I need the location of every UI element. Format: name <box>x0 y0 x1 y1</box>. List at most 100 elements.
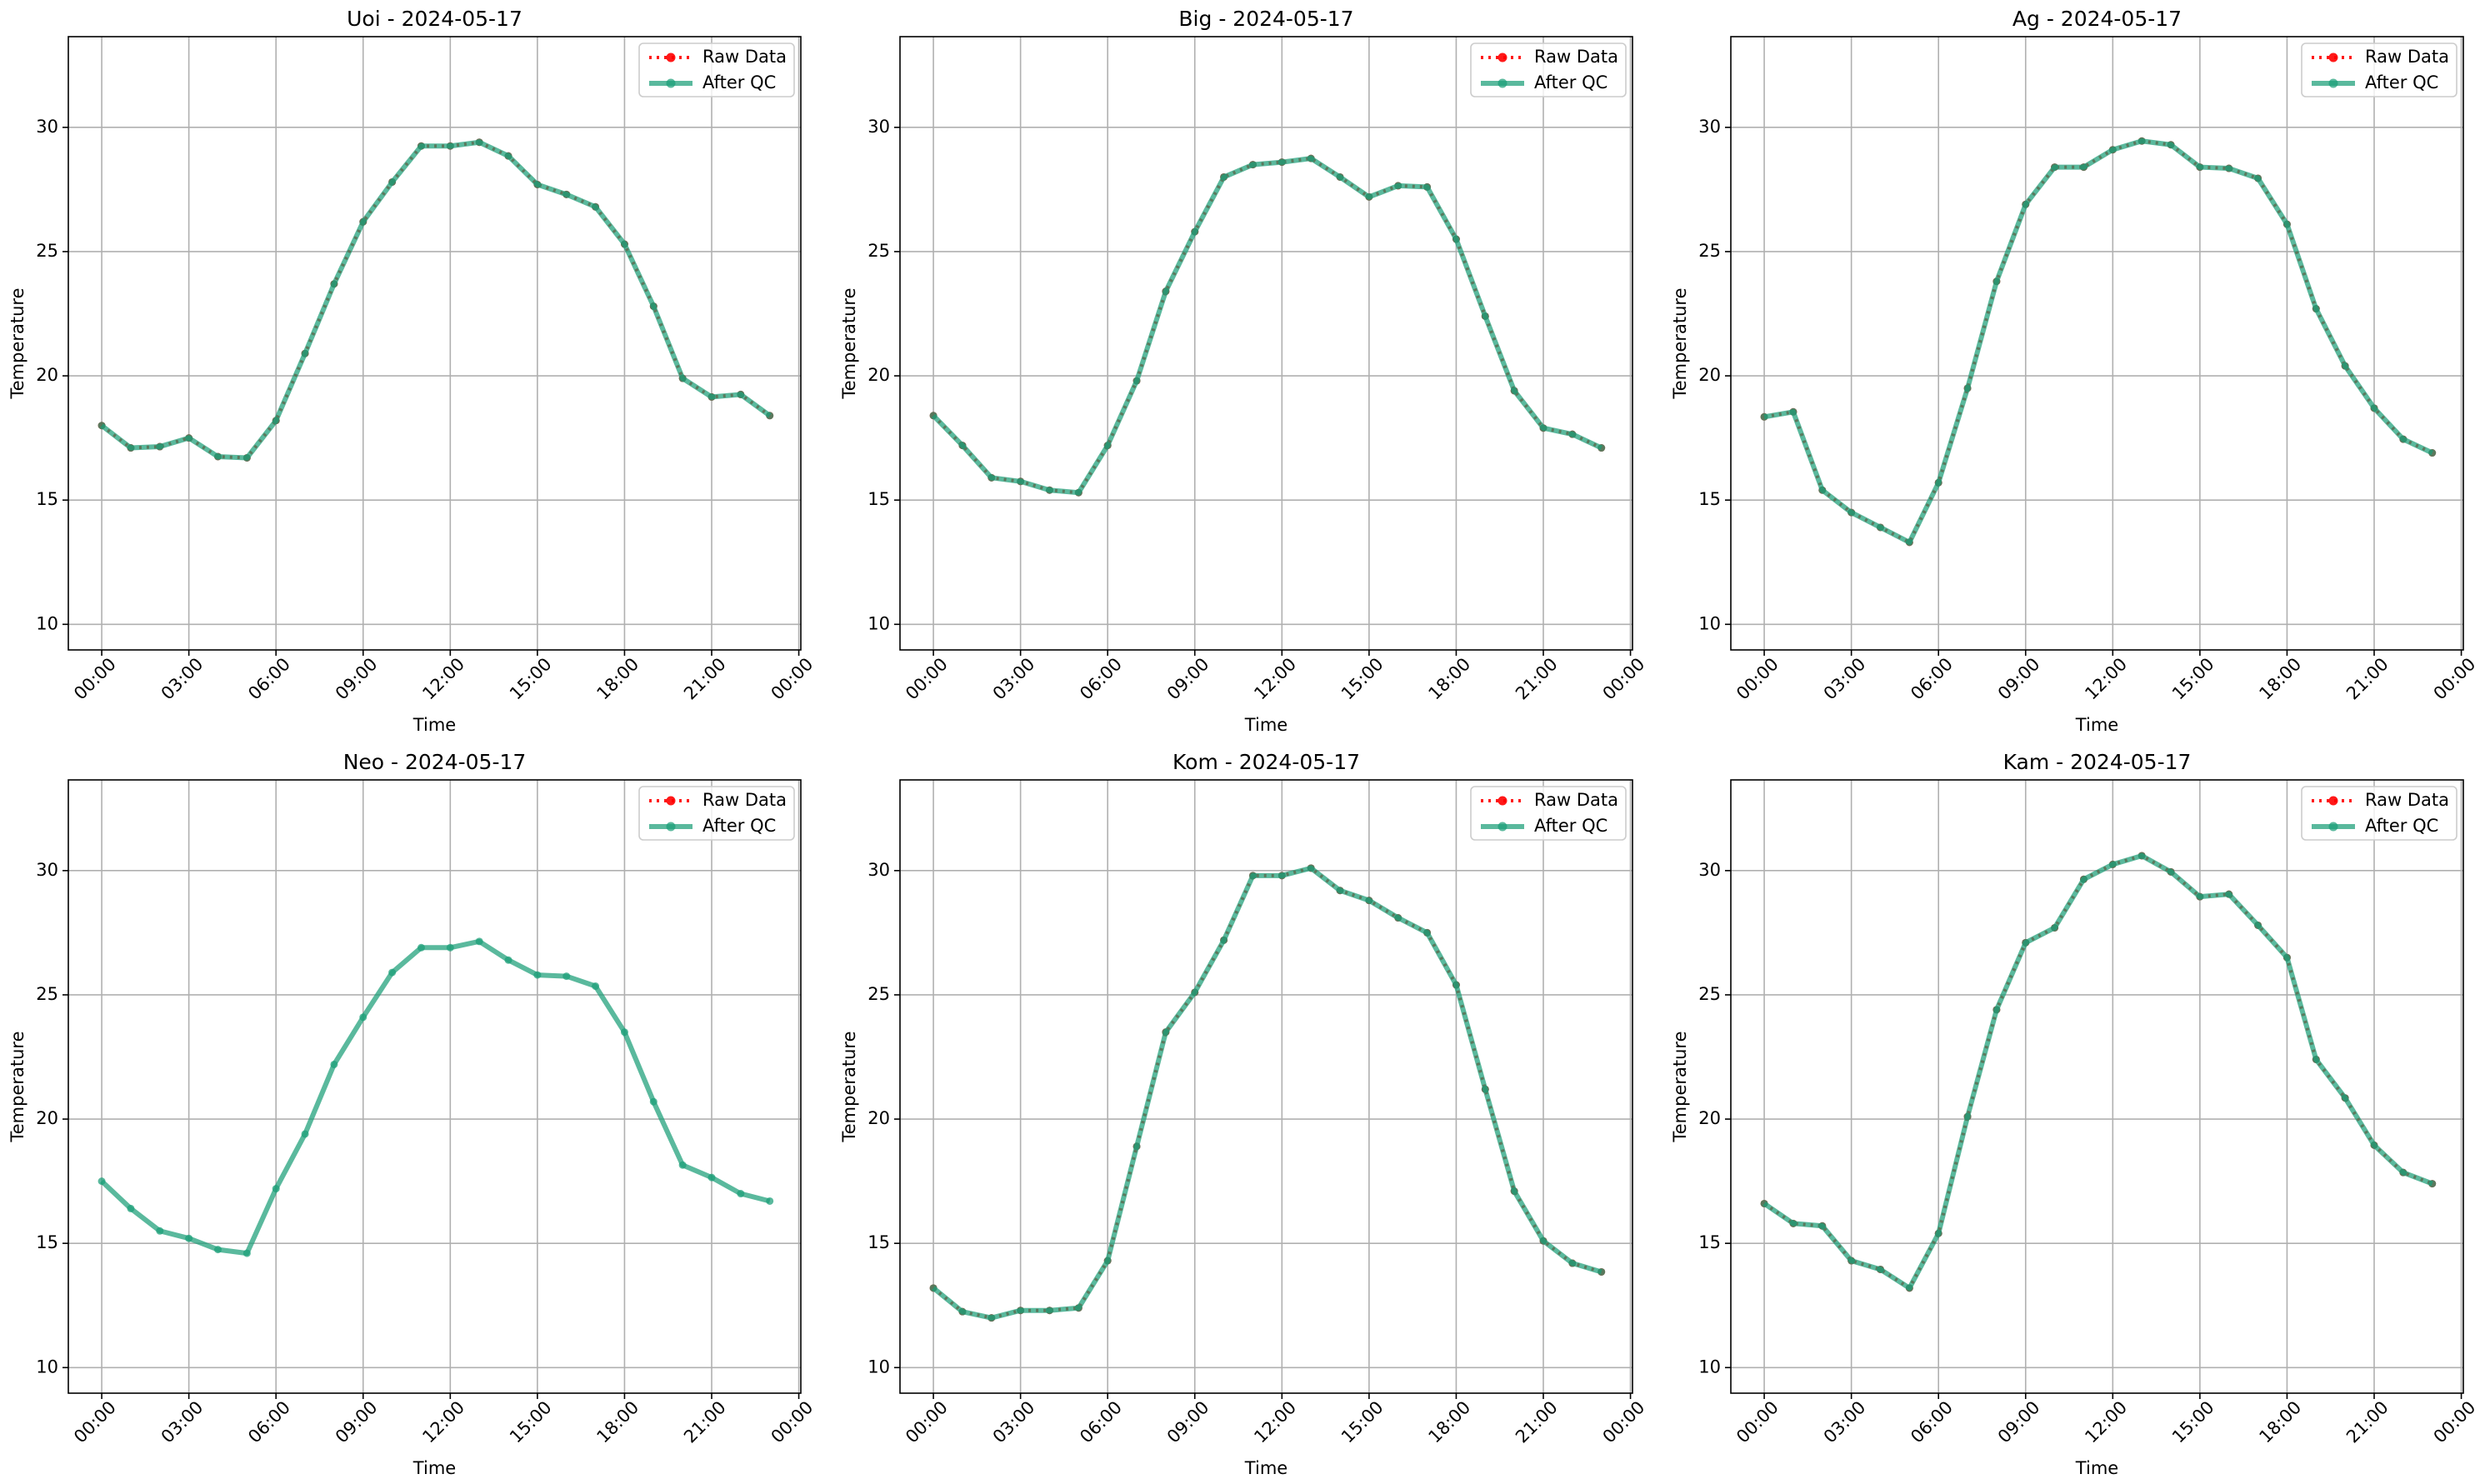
x-tick-label: 06:00 <box>244 654 294 704</box>
y-tick-label: 15 <box>1698 1232 1721 1252</box>
x-tick-label: 15:00 <box>1338 1397 1388 1447</box>
x-axis-label: Time <box>1244 715 1288 735</box>
x-tick-label: 12:00 <box>2081 654 2131 704</box>
point <box>2341 362 2349 370</box>
point <box>1248 161 1257 169</box>
y-tick-label: 10 <box>1698 613 1721 633</box>
point <box>2370 404 2378 412</box>
point <box>2428 449 2437 457</box>
point <box>213 452 222 461</box>
point <box>1278 872 1286 880</box>
x-tick-label: 06:00 <box>1907 1397 1957 1447</box>
point <box>1074 1304 1082 1312</box>
point <box>185 1234 193 1242</box>
y-axis-label: Temperature <box>1670 287 1690 399</box>
point <box>1336 887 1344 895</box>
legend-label: Raw Data <box>1534 790 1618 810</box>
x-axis-label: Time <box>412 1458 456 1478</box>
plot-area <box>1731 780 2463 1393</box>
point <box>1220 936 1228 944</box>
point <box>1848 508 1856 517</box>
plot-area <box>1731 37 2463 650</box>
y-tick-label: 20 <box>1698 1108 1721 1128</box>
point <box>1191 988 1199 997</box>
y-tick-label: 15 <box>36 489 58 509</box>
point <box>1307 154 1315 162</box>
x-tick-label: 18:00 <box>2255 1397 2305 1447</box>
point <box>1365 192 1373 201</box>
axes-frame <box>899 779 1633 1394</box>
point <box>2282 220 2291 228</box>
x-tick-label: 00:00 <box>1732 1397 1782 1447</box>
legend-label: After QC <box>2365 816 2438 836</box>
x-tick-label: 09:00 <box>1163 654 1213 704</box>
legend-label: Raw Data <box>702 790 787 810</box>
x-tick-label: 15:00 <box>506 1397 556 1447</box>
point <box>1818 1222 1827 1230</box>
point <box>1045 486 1053 494</box>
y-tick-label: 30 <box>1698 117 1721 137</box>
point <box>2428 1180 2437 1188</box>
series-line <box>931 156 1602 496</box>
y-tick-label: 15 <box>868 489 890 509</box>
point <box>1992 277 2001 286</box>
legend-marker <box>1498 822 1508 832</box>
x-tick-label: 06:00 <box>1076 654 1126 704</box>
point <box>1074 488 1082 497</box>
point <box>1598 1267 1606 1276</box>
point <box>1452 981 1460 989</box>
legend-label: After QC <box>1534 72 1608 92</box>
x-tick-label: 00:00 <box>768 654 818 704</box>
point <box>2108 146 2117 154</box>
point <box>127 444 135 452</box>
point <box>1278 158 1286 167</box>
x-tick-label: 15:00 <box>2168 1397 2218 1447</box>
y-tick-label: 25 <box>36 984 58 1004</box>
point <box>533 180 542 188</box>
x-tick-label: 21:00 <box>680 654 730 704</box>
point <box>2138 137 2146 145</box>
point <box>737 390 745 398</box>
x-tick-label: 12:00 <box>418 654 468 704</box>
x-tick-label: 21:00 <box>2342 654 2392 704</box>
x-tick-label: 03:00 <box>1820 1397 1870 1447</box>
point <box>1045 1307 1053 1315</box>
point <box>242 453 251 462</box>
point <box>1963 384 1972 392</box>
x-tick-label: 03:00 <box>158 1397 208 1447</box>
x-tick-label: 06:00 <box>1076 1397 1126 1447</box>
point <box>475 937 483 946</box>
point <box>533 971 542 979</box>
point <box>1394 914 1402 922</box>
point <box>272 1185 280 1193</box>
y-tick-label: 30 <box>36 860 58 880</box>
subplot: 00:00 03:00 06:00 09:00 12:00 15:00 18:00 21:00… <box>839 7 1648 735</box>
point <box>1876 523 1884 532</box>
y-tick-label: 10 <box>36 1357 58 1377</box>
legend-label: Raw Data <box>2365 47 2449 67</box>
x-tick-label: 21:00 <box>1512 654 1562 704</box>
point <box>1963 1112 1972 1121</box>
y-tick-label: 10 <box>1698 1357 1721 1377</box>
point <box>1876 1265 1884 1273</box>
point <box>2022 938 2030 947</box>
x-tick-label: 00:00 <box>1599 1397 1649 1447</box>
subplot-title: Ag - 2024-05-17 <box>2012 7 2182 31</box>
x-tick-label: 18:00 <box>1424 654 1474 704</box>
point <box>1423 928 1432 937</box>
y-tick-label: 25 <box>36 241 58 261</box>
point <box>446 943 454 952</box>
point <box>156 442 164 451</box>
x-tick-label: 00:00 <box>1599 654 1649 704</box>
y-axis-label: Temperature <box>1670 1031 1690 1142</box>
point <box>2254 174 2262 182</box>
x-tick-label: 03:00 <box>989 1397 1039 1447</box>
legend-marker <box>666 822 676 832</box>
plot-area <box>68 37 801 650</box>
x-tick-label: 00:00 <box>2430 1397 2480 1447</box>
subplot: 00:00 03:00 06:00 09:00 12:00 15:00 18:00 21:00… <box>8 7 817 735</box>
x-tick-label: 15:00 <box>506 654 556 704</box>
point <box>766 412 774 420</box>
point <box>2167 867 2175 876</box>
